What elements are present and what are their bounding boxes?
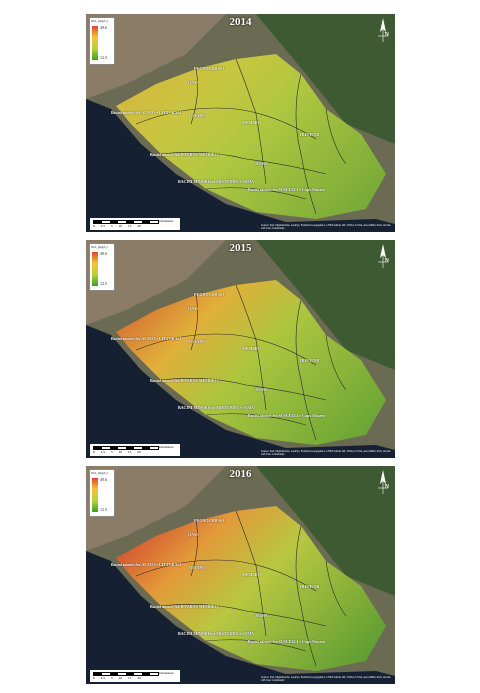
label-suma: SUMA [256, 161, 268, 166]
scale-bar-graphic [93, 672, 159, 676]
legend-min-value: 12.5 [100, 507, 107, 512]
scale-bar: Kilometers 0 2.5 5 10 15 20 [90, 218, 180, 230]
sea-area [86, 325, 395, 458]
north-label: N [384, 484, 389, 490]
label-basin-mistondo: BACINI MINORI fra MISTONDO e SUMA [178, 405, 255, 410]
legend-color-ramp [92, 252, 98, 286]
label-trefiumi: TREFIUMI [299, 358, 320, 363]
label-basin-mistondo: BACINI MINORI fra MISTONDO e SUMA [178, 179, 255, 184]
label-membro: MEMBRO [242, 120, 261, 125]
label-oviano: OVIANO [189, 113, 206, 118]
forest-area [256, 14, 395, 144]
legend: NO₂ (mg/L) 49.6 12.5 [89, 17, 115, 65]
label-oasi: OASI [188, 532, 198, 537]
map-credits: Source: Esri, DigitalGlobe, GeoEye, Eart… [261, 675, 391, 682]
legend-title: NO₂ (mg/L) [91, 19, 108, 23]
label-membro: MEMBRO [242, 346, 261, 351]
legend-color-ramp [92, 26, 98, 60]
forest-area [256, 466, 395, 596]
label-pugnochiuso: PUGNOCHIUSO [194, 518, 225, 523]
scale-ticks: 0 2.5 5 10 15 20 [93, 224, 141, 228]
north-arrow-icon [378, 18, 388, 42]
legend-title: NO₂ (mg/L) [91, 471, 108, 475]
legend-max-value: 49.6 [100, 251, 107, 256]
scale-unit: Kilometers [158, 219, 174, 223]
scale-ticks: 0 2.5 5 10 15 20 [93, 676, 141, 680]
urban-area [86, 14, 226, 99]
map-canvas [86, 240, 395, 458]
label-basin-alto: Bacini minori fra ALATO e LITTORALI [111, 110, 182, 115]
legend-max-value: 49.6 [100, 477, 107, 482]
map-credits: Source: Esri, DigitalGlobe, GeoEye, Eart… [261, 449, 391, 456]
north-arrow-icon [378, 470, 388, 494]
basin-boundaries [135, 510, 347, 667]
forest-area [256, 240, 395, 370]
north-label: N [384, 258, 389, 264]
label-trefiumi: TREFIUMI [299, 132, 320, 137]
scale-bar: Kilometers 0 2.5 5 10 15 20 [90, 444, 180, 456]
urban-area [86, 240, 226, 325]
legend-min-value: 12.5 [100, 281, 107, 286]
label-basin-mistondo: BACINI MINORI fra MISTONDO e SUMA [178, 631, 255, 636]
legend: NO₂ (mg/L) 49.6 12.5 [89, 469, 115, 517]
scale-unit: Kilometers [158, 445, 174, 449]
basin-boundaries [135, 284, 347, 441]
label-basin-ispara: Bacini minori fra IPPARA e MEMBRO [150, 378, 218, 383]
label-oasi: OASI [188, 306, 198, 311]
label-basin-ispara: Bacini minori fra IPPARA e MEMBRO [150, 604, 218, 609]
map-year-title: 2016 [229, 468, 252, 480]
map-canvas [86, 466, 395, 684]
map-panel-2016: 2016 NO₂ (mg/L) 49.6 12.5 N PUGNOCHIUSO … [86, 466, 395, 684]
label-suma: SUMA [256, 613, 268, 618]
scale-bar-graphic [93, 446, 159, 450]
map-year-title: 2015 [229, 242, 252, 254]
label-basin-alto: Bacini minori fra ALATO e LITTORALI [111, 562, 182, 567]
label-basin-suscelli: Bacini minori fra SUSCELLI e Capo Passer… [248, 187, 326, 192]
map-credits: Source: Esri, DigitalGlobe, GeoEye, Eart… [261, 223, 391, 230]
map-year-title: 2014 [229, 16, 252, 28]
label-trefiumi: TREFIUMI [299, 584, 320, 589]
legend: NO₂ (mg/L) 49.6 12.5 [89, 243, 115, 291]
legend-title: NO₂ (mg/L) [91, 245, 108, 249]
basin-boundaries [135, 58, 347, 215]
label-oviano: OVIANO [189, 339, 206, 344]
map-panel-2014: 2014 NO₂ (mg/L) 49.6 12.5 N PUGNOCHIUSO … [86, 14, 395, 232]
label-basin-suscelli: Bacini minori fra SUSCELLI e Capo Passer… [248, 639, 326, 644]
urban-area [86, 466, 226, 551]
no2-surface [116, 280, 386, 445]
legend-color-ramp [92, 478, 98, 512]
north-label: N [384, 32, 389, 38]
label-oasi: OASI [188, 80, 198, 85]
label-membro: MEMBRO [242, 572, 261, 577]
legend-min-value: 12.5 [100, 55, 107, 60]
label-basin-alto: Bacini minori fra ALATO e LITTORALI [111, 336, 182, 341]
sea-area [86, 551, 395, 684]
scale-ticks: 0 2.5 5 10 15 20 [93, 450, 141, 454]
no2-surface [116, 54, 386, 219]
sea-area [86, 99, 395, 232]
scale-bar-graphic [93, 220, 159, 224]
label-pugnochiuso: PUGNOCHIUSO [194, 292, 225, 297]
map-panel-2015: 2015 NO₂ (mg/L) 49.6 12.5 N PUGNOCHIUSO … [86, 240, 395, 458]
north-arrow-icon [378, 244, 388, 268]
no2-surface [116, 506, 386, 671]
scale-unit: Kilometers [158, 671, 174, 675]
label-oviano: OVIANO [189, 565, 206, 570]
label-basin-suscelli: Bacini minori fra SUSCELLI e Capo Passer… [248, 413, 326, 418]
label-suma: SUMA [256, 387, 268, 392]
label-pugnochiuso: PUGNOCHIUSO [194, 66, 225, 71]
scale-bar: Kilometers 0 2.5 5 10 15 20 [90, 670, 180, 682]
map-canvas [86, 14, 395, 232]
label-basin-ispara: Bacini minori fra IPPARA e MEMBRO [150, 152, 218, 157]
legend-max-value: 49.6 [100, 25, 107, 30]
